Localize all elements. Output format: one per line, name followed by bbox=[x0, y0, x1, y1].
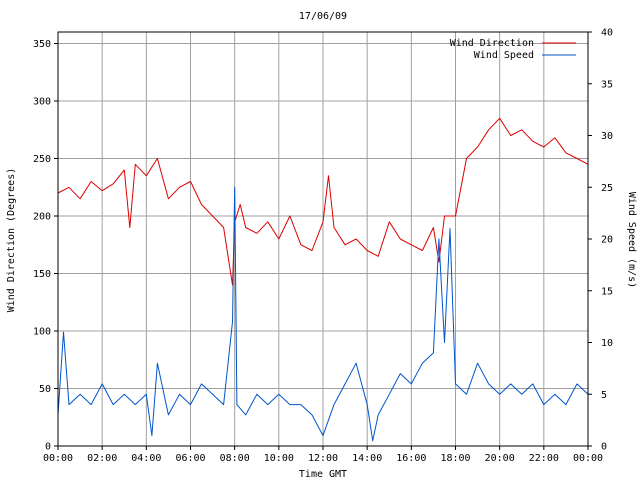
y-right-tick-label: 20 bbox=[601, 235, 613, 246]
x-tick-label: 04:00 bbox=[131, 453, 161, 464]
x-tick-label: 08:00 bbox=[220, 453, 250, 464]
y-left-tick-label: 0 bbox=[45, 442, 51, 453]
x-axis-label: Time GMT bbox=[299, 469, 347, 480]
y-right-tick-label: 10 bbox=[601, 338, 613, 349]
y-axis-right-label: Wind Speed (m/s) bbox=[626, 192, 637, 288]
chart-title: 17/06/09 bbox=[299, 11, 347, 22]
x-tick-label: 06:00 bbox=[175, 453, 205, 464]
y-left-tick-label: 100 bbox=[33, 327, 51, 338]
y-left-tick-label: 50 bbox=[39, 384, 51, 395]
y-left-tick-label: 200 bbox=[33, 212, 51, 223]
y-left-tick-label: 350 bbox=[33, 39, 51, 50]
legend-label-wind-speed: Wind Speed bbox=[474, 50, 534, 61]
y-right-tick-label: 0 bbox=[601, 442, 607, 453]
legend: Wind Direction Wind Speed bbox=[450, 38, 576, 61]
y-right-tick-label: 35 bbox=[601, 79, 613, 90]
x-tick-label: 20:00 bbox=[485, 453, 515, 464]
legend-label-wind-direction: Wind Direction bbox=[450, 38, 534, 49]
x-tick-label: 02:00 bbox=[87, 453, 117, 464]
x-tick-label: 12:00 bbox=[308, 453, 338, 464]
series-line-wind-speed bbox=[57, 186, 589, 442]
y-right-tick-label: 40 bbox=[601, 28, 613, 39]
y-left-tick-label: 300 bbox=[33, 97, 51, 108]
x-tick-label: 00:00 bbox=[573, 453, 603, 464]
x-tick-label: 14:00 bbox=[352, 453, 382, 464]
y-left-tick-label: 150 bbox=[33, 269, 51, 280]
x-tick-label: 16:00 bbox=[396, 453, 426, 464]
y-left-tick-label: 250 bbox=[33, 154, 51, 165]
y-right-tick-label: 25 bbox=[601, 183, 613, 194]
x-tick-label: 18:00 bbox=[440, 453, 470, 464]
x-tick-label: 10:00 bbox=[264, 453, 294, 464]
y-right-tick-label: 5 bbox=[601, 390, 607, 401]
y-right-tick-label: 30 bbox=[601, 131, 613, 142]
y-right-tick-label: 15 bbox=[601, 286, 613, 297]
y-axis-left-label: Wind Direction (Degrees) bbox=[6, 168, 17, 313]
ticks: 00:00 02:00 04:00 06:00 08:00 10:00 12:00 14:00… bbox=[33, 28, 613, 465]
grid bbox=[58, 32, 588, 446]
series-layer bbox=[57, 117, 589, 442]
x-tick-label: 22:00 bbox=[529, 453, 559, 464]
x-tick-label: 00:00 bbox=[43, 453, 73, 464]
series-line-wind-direction bbox=[57, 117, 589, 286]
